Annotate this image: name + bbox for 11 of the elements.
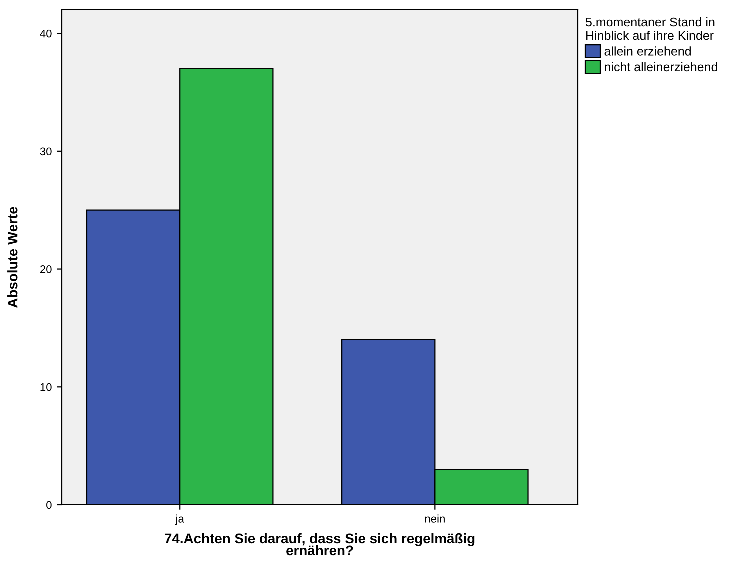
y-tick-label: 30: [40, 148, 52, 156]
x-tick-label: nein: [425, 514, 445, 523]
legend-label: allein erziehend: [604, 46, 692, 56]
y-tick-label: 20: [40, 266, 52, 274]
x-axis-title: 74.Achten Sie darauf, dass Sie sich regelmäßig ernähren?: [165, 533, 475, 556]
y-axis-title: Absolute Werte: [8, 207, 18, 308]
y-tick-label: 40: [40, 30, 52, 38]
y-tick-label: 10: [40, 383, 52, 392]
y-tick-label: 0: [46, 501, 52, 510]
x-tick-label: ja: [176, 514, 184, 526]
legend-label: nicht alleinerziehend: [605, 62, 718, 72]
